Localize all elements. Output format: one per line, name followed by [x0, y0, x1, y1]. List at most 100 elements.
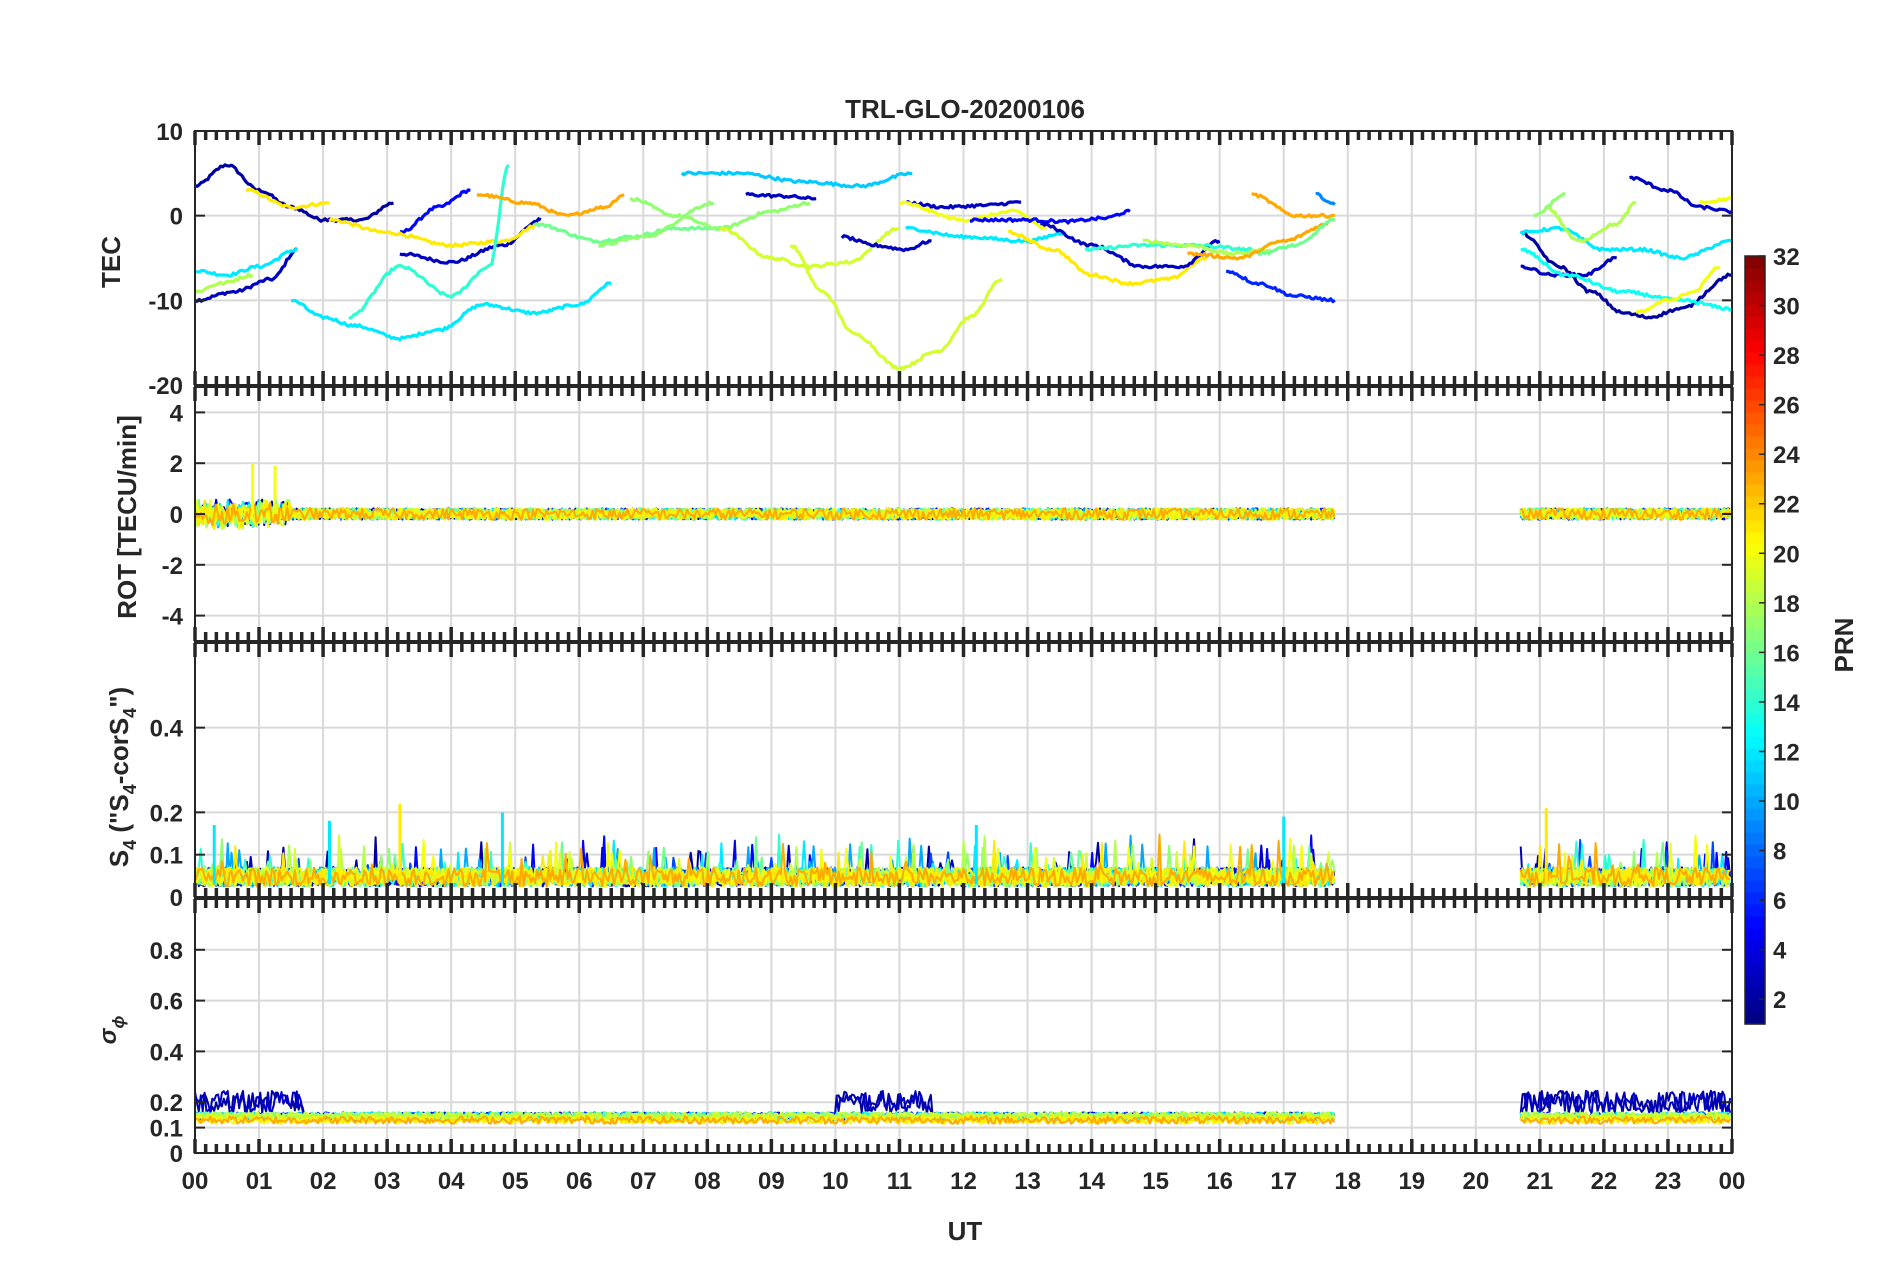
y-tick-label: 4: [170, 400, 184, 427]
rot-series-line: [194, 502, 1731, 527]
rot-axis-label: ROT [TECU/min]: [112, 415, 142, 619]
colorbar-band: [1745, 304, 1765, 317]
x-tick-label: 12: [950, 1168, 977, 1195]
colorbar: 32 30 28 26 24 22 20 18 16 14 12 10 8 6 4 2: [1744, 244, 1800, 1025]
colorbar-band: [1745, 772, 1765, 785]
colorbar-band: [1745, 904, 1765, 917]
y-tick-label: 0.1: [150, 1116, 183, 1143]
x-tick-label: 16: [1206, 1168, 1233, 1195]
colorbar-band: [1745, 736, 1765, 749]
y-tick-label: 0.4: [150, 716, 184, 743]
colorbar-band: [1745, 940, 1765, 953]
x-tick-label: 02: [310, 1168, 337, 1195]
x-tick-label: 09: [758, 1168, 785, 1195]
colorbar-tick-label: 18: [1773, 591, 1800, 618]
x-tick-label: 10: [822, 1168, 849, 1195]
colorbar-band: [1745, 952, 1765, 965]
tec-series-line: [1251, 191, 1336, 219]
colorbar-tick-label: 2: [1773, 987, 1786, 1014]
colorbar-band: [1745, 808, 1765, 821]
panel-data: [194, 803, 1732, 888]
tec-series-line: [597, 200, 715, 249]
tec-series-line: [1629, 175, 1733, 215]
x-tick-label: 03: [374, 1168, 401, 1195]
plot-layer: 10 0 -10 -20420-2-40.40.20.100.80.60.40.20.…: [148, 119, 1745, 1195]
tec-series-line: [1142, 238, 1272, 257]
colorbar-band: [1745, 712, 1765, 725]
colorbar-tick-label: 8: [1773, 839, 1786, 866]
x-axis-title: UT: [948, 1216, 983, 1246]
colorbar-band: [1745, 760, 1765, 773]
y-tick-label: 0: [170, 502, 183, 529]
colorbar-band: [1745, 640, 1765, 653]
colorbar-tick-label: 6: [1773, 888, 1786, 915]
x-tick-label: 04: [438, 1168, 465, 1195]
panel-s4: 0.4 0.2 0.1 0: [150, 642, 1734, 912]
tec-series-line: [969, 208, 1131, 225]
colorbar-band: [1745, 388, 1765, 401]
tec-series-line: [1225, 269, 1336, 304]
panel-data: [194, 1089, 1732, 1125]
tec-axis-label: TEC: [96, 236, 126, 288]
colorbar-tick-label: 22: [1773, 492, 1800, 519]
panel-sigma: 0.8 0.6 0.4 0.20.10: [150, 898, 1734, 1168]
x-tick-label: 01: [246, 1168, 273, 1195]
colorbar-band: [1745, 976, 1765, 989]
colorbar-band: [1745, 604, 1765, 617]
tec-series-line: [904, 225, 1067, 244]
tec-series-line: [1007, 229, 1208, 287]
colorbar-band: [1745, 496, 1765, 509]
colorbar-band: [1745, 832, 1765, 845]
colorbar-band: [1745, 400, 1765, 413]
sigma-series-line: [194, 1115, 1731, 1125]
y-tick-label: 0.1: [150, 843, 183, 870]
colorbar-band: [1745, 472, 1765, 485]
x-tick-label: 06: [566, 1168, 593, 1195]
tec-series-line: [1699, 195, 1733, 205]
colorbar-band: [1745, 352, 1765, 365]
colorbar-tick-label: 16: [1773, 640, 1800, 667]
tec-series-line: [789, 243, 1003, 372]
y-tick-label: -20: [148, 373, 183, 400]
colorbar-band: [1745, 580, 1765, 593]
colorbar-band: [1745, 916, 1765, 929]
x-tick-label: 23: [1655, 1168, 1682, 1195]
colorbar-band: [1745, 256, 1765, 269]
colorbar-band: [1745, 544, 1765, 557]
x-tick-label: 00: [182, 1168, 209, 1195]
colorbar-band: [1745, 1012, 1765, 1025]
colorbar-band: [1745, 616, 1765, 629]
colorbar-label: PRN: [1829, 618, 1859, 673]
colorbar-band: [1745, 880, 1765, 893]
x-tick-label: 22: [1591, 1168, 1618, 1195]
colorbar-band: [1745, 508, 1765, 521]
colorbar-band: [1745, 484, 1765, 497]
chart-title: TRL-GLO-20200106: [845, 94, 1085, 124]
colorbar-band: [1745, 340, 1765, 353]
colorbar-band: [1745, 988, 1765, 1001]
tec-series-line: [905, 200, 1022, 210]
colorbar-band: [1745, 868, 1765, 881]
panel-rot: 4 2 0 -2 -4: [162, 386, 1734, 642]
tec-series-line: [290, 281, 612, 342]
colorbar-band: [1745, 964, 1765, 977]
colorbar-band: [1745, 328, 1765, 341]
colorbar-tick-label: 10: [1773, 789, 1800, 816]
tec-series-line: [194, 163, 324, 223]
colorbar-band: [1745, 700, 1765, 713]
colorbar-tick-label: 26: [1773, 393, 1800, 420]
y-tick-label: -10: [148, 288, 183, 315]
colorbar-band: [1745, 688, 1765, 701]
tec-series-line: [680, 170, 913, 189]
colorbar-band: [1745, 784, 1765, 797]
y-tick-label: 10: [156, 119, 183, 146]
y-tick-label: 0: [170, 204, 183, 231]
colorbar-tick-label: 14: [1773, 690, 1800, 717]
colorbar-band: [1745, 568, 1765, 581]
sigma-axis-label: σϕ: [95, 1015, 128, 1044]
x-tick-label: 21: [1527, 1168, 1554, 1195]
y-tick-label: 0.8: [150, 938, 183, 965]
x-tick-label: 07: [630, 1168, 657, 1195]
panel-tec: 10 0 -10 -20: [148, 119, 1734, 400]
